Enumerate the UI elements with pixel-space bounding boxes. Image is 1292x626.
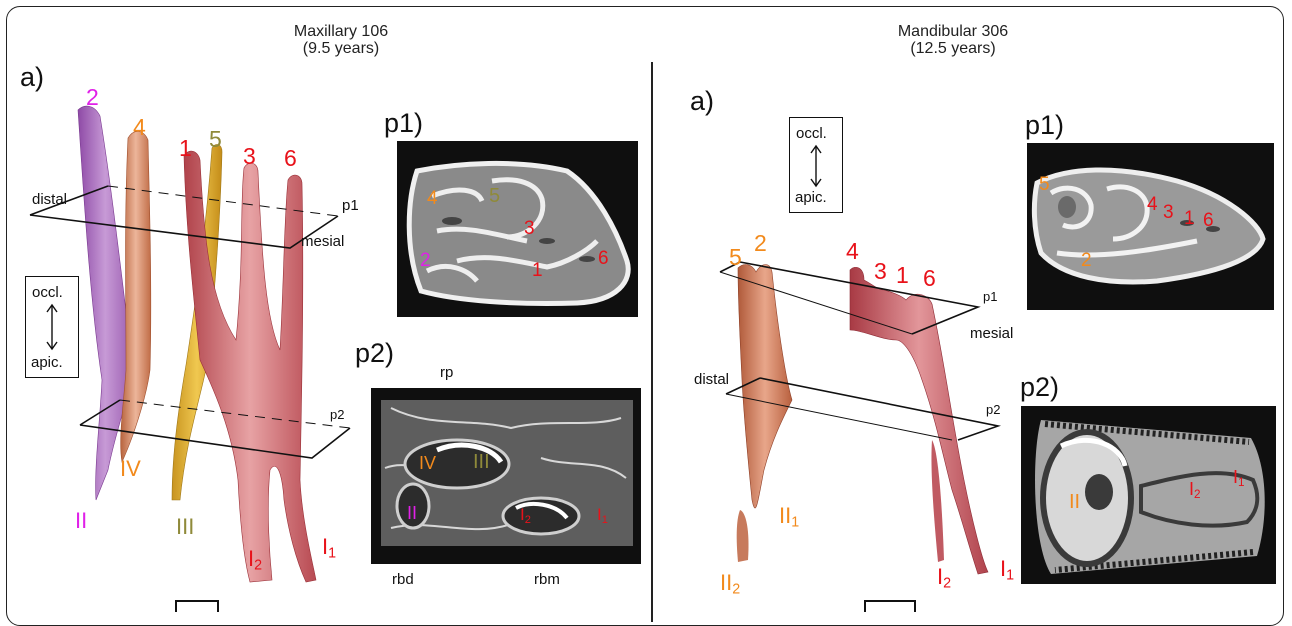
right-p2-plane-label: p2 xyxy=(986,402,1001,417)
right-root-label-3: 3 xyxy=(874,258,887,284)
right-p1-label-1: 1 xyxy=(1184,208,1195,229)
left-subtitle: (9.5 years) xyxy=(302,39,380,57)
left-p2-plane-label: p2 xyxy=(330,407,345,422)
left-title-block: Maxillary 106 (9.5 years) xyxy=(276,23,406,58)
right-p1-label-4: 4 xyxy=(1147,194,1158,215)
p2-label-II: II xyxy=(407,503,418,523)
right-title-block: Mandibular 306 (12.5 years) xyxy=(888,23,1018,58)
root-5-2-shape xyxy=(737,264,793,509)
right-root-label-2: 2 xyxy=(754,230,767,256)
left-orientation-box: occl. apic. xyxy=(25,276,79,378)
root-label-4: 4 xyxy=(133,114,146,140)
right-p2-label-I1: I1 xyxy=(1233,467,1245,489)
left-mesial-label: mesial xyxy=(301,233,345,250)
apex-label-I1: I1 xyxy=(322,534,337,562)
left-title: Maxillary 106 xyxy=(293,23,389,40)
right-root-label-5: 5 xyxy=(729,244,742,270)
right-panel-p1-label: p1) xyxy=(1025,110,1065,140)
left-root-render xyxy=(29,105,351,583)
right-orientation-box: occl. apic. xyxy=(789,117,843,213)
apex-label-II: II xyxy=(75,508,88,533)
p1-label-1: 1 xyxy=(532,260,543,281)
right-mesial-label: mesial xyxy=(970,325,1014,342)
right-p1-label-2: 2 xyxy=(1081,250,1092,271)
right-apex-label-II1: II1 xyxy=(779,503,800,531)
left-p2-cross-section xyxy=(381,400,633,546)
figure: Maxillary 106 (9.5 years) a) 2 4 1 5 3 6… xyxy=(6,6,1284,626)
p1-label-4: 4 xyxy=(427,188,438,209)
apex-label-III: III xyxy=(176,514,195,539)
up-down-arrow-icon xyxy=(46,303,58,351)
rp-label: rp xyxy=(440,364,454,381)
right-root-label-4: 4 xyxy=(846,238,859,264)
right-distal-label: distal xyxy=(694,371,730,388)
root-label-5: 5 xyxy=(209,126,222,152)
right-p1-label-6: 6 xyxy=(1203,210,1214,231)
p1-label-3: 3 xyxy=(524,218,535,239)
right-p1-plane-label: p1 xyxy=(983,289,998,304)
right-root-render xyxy=(719,261,1002,575)
right-p2-label-I2: I2 xyxy=(1189,479,1201,501)
right-occl-label: occl. xyxy=(796,125,827,142)
p1-label-6: 6 xyxy=(598,248,609,269)
left-panel-p1-label: p1) xyxy=(384,108,424,138)
root-label-3: 3 xyxy=(243,143,256,169)
right-p2-cross-section xyxy=(1035,420,1265,574)
left-p1-ct-slice: 4 5 3 2 1 6 xyxy=(397,141,638,317)
root-label-1: 1 xyxy=(179,135,192,161)
right-title: Mandibular 306 xyxy=(897,23,1009,40)
left-p1-cross-section xyxy=(406,160,631,306)
left-distal-label: distal xyxy=(32,191,68,208)
root-1-3-6-shape xyxy=(183,150,317,583)
left-p2-ct-slice: IV III II I2 I1 xyxy=(371,388,641,564)
left-panel-p2-label: p2) xyxy=(355,338,395,368)
panel-divider xyxy=(651,62,653,622)
left-p1-plane-label: p1 xyxy=(342,197,359,214)
p2-label-I2: I2 xyxy=(520,505,531,526)
root-apex-II2-shape xyxy=(736,510,749,562)
right-p1-label-3: 3 xyxy=(1163,202,1174,223)
p2-label-I1: I1 xyxy=(597,505,608,526)
p1-label-5: 5 xyxy=(489,185,501,207)
left-scale-bar xyxy=(175,600,219,612)
right-scale-bar xyxy=(864,600,916,612)
right-apex-label-I1: I1 xyxy=(1000,556,1015,584)
left-apic-label: apic. xyxy=(31,354,63,371)
p1-label-2: 2 xyxy=(420,250,431,271)
right-apic-label: apic. xyxy=(795,189,827,206)
right-subtitle: (12.5 years) xyxy=(910,39,996,57)
rbd-label: rbd xyxy=(392,571,414,588)
root-4-shape xyxy=(120,131,152,463)
right-p1-label-5: 5 xyxy=(1039,174,1050,195)
apex-label-I2: I2 xyxy=(248,546,263,574)
right-panel-a-label: a) xyxy=(690,86,715,116)
left-panel-a-label: a) xyxy=(20,62,45,92)
root-label-2: 2 xyxy=(86,84,99,110)
left-occl-label: occl. xyxy=(32,284,63,301)
root-I2-fragment-shape xyxy=(931,440,944,562)
right-up-down-arrow-icon xyxy=(810,144,822,188)
rbm-label: rbm xyxy=(534,571,560,588)
right-apex-label-II2: II2 xyxy=(720,570,741,598)
root-label-6: 6 xyxy=(284,145,297,171)
right-apex-label-I2: I2 xyxy=(937,564,952,592)
right-root-label-6: 6 xyxy=(923,265,936,291)
right-panel-p2-label: p2) xyxy=(1020,372,1060,402)
right-p1-cross-section xyxy=(1031,167,1266,285)
apex-label-IV: IV xyxy=(120,456,141,481)
right-p2-label-II: II xyxy=(1069,491,1081,513)
right-p1-ct-slice: 5 4 3 1 6 2 xyxy=(1027,143,1274,310)
p2-label-III: III xyxy=(473,451,490,473)
right-root-label-1: 1 xyxy=(896,262,909,288)
right-p2-ct-slice: II I2 I1 xyxy=(1021,406,1276,584)
p2-label-IV: IV xyxy=(419,453,437,473)
